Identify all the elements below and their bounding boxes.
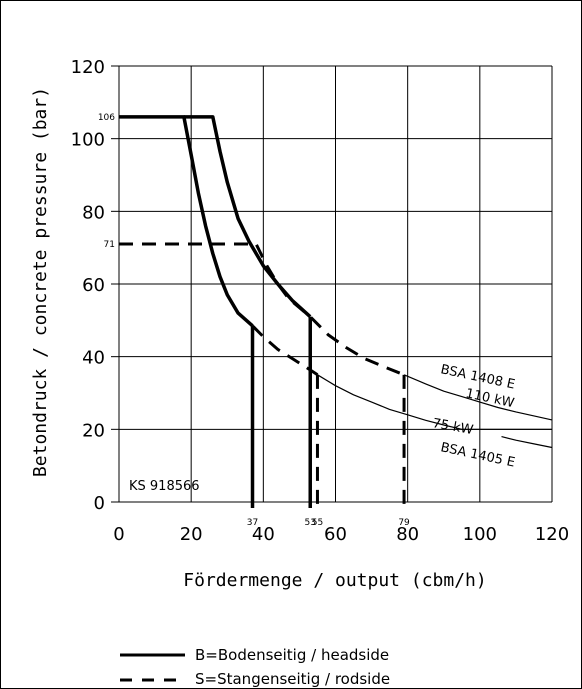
x-tick-label-20: 20: [180, 524, 203, 545]
y-tick-label-80: 80: [82, 202, 105, 223]
y-tick-label-20: 20: [82, 420, 105, 441]
ref-y-label-106: 106: [98, 113, 115, 123]
tick-labels: 0 20 40 60 80 100 120 0 20 40 60 80 100 120: [71, 57, 570, 545]
annotation-75kw: 75 kW: [431, 416, 474, 438]
x-tick-label-120: 120: [535, 524, 569, 545]
y-tick-label-100: 100: [71, 130, 105, 151]
y-tick-label-40: 40: [82, 348, 105, 369]
legend-solid-label: B=Bodenseitig / headside: [195, 646, 389, 664]
x-tick-label-0: 0: [113, 524, 124, 545]
curve-thin-6: [501, 436, 553, 449]
curves: [119, 115, 553, 508]
y-tick-label-60: 60: [82, 275, 105, 296]
ref-y-label-71: 71: [104, 240, 115, 250]
curve-solid-0: [119, 115, 254, 328]
legend: B=Bodenseitig / headside S=Stangenseitig…: [120, 646, 390, 688]
x-tick-label-80: 80: [396, 524, 419, 545]
y-tick-label-120: 120: [71, 57, 105, 78]
ref-x-label-37: 37: [247, 518, 258, 528]
curve-dashed-2: [119, 242, 405, 377]
x-tick-label-40: 40: [252, 524, 275, 545]
ref-x-label-79: 79: [398, 518, 410, 528]
ref-x-label-53: 53: [305, 518, 316, 528]
curve-thin-4: [403, 374, 553, 421]
curve-thin-5: [317, 374, 462, 430]
grid: [111, 65, 553, 503]
x-axis-title: Fördermenge / output (cbm/h): [183, 570, 486, 591]
annotation-ks-code: KS 918566: [129, 479, 200, 494]
x-tick-label-100: 100: [463, 524, 497, 545]
y-axis-title: Betondruck / concrete pressure (bar): [30, 87, 51, 477]
x-tick-label-60: 60: [324, 524, 347, 545]
legend-dashed-label: S=Stangenseitig / rodside: [195, 670, 390, 688]
curve-dashed-3: [251, 324, 319, 377]
annotation-bsa1405: BSA 1405 E: [439, 440, 516, 470]
ref-x-label-55: 55: [312, 518, 323, 528]
y-tick-label-0: 0: [94, 493, 105, 514]
